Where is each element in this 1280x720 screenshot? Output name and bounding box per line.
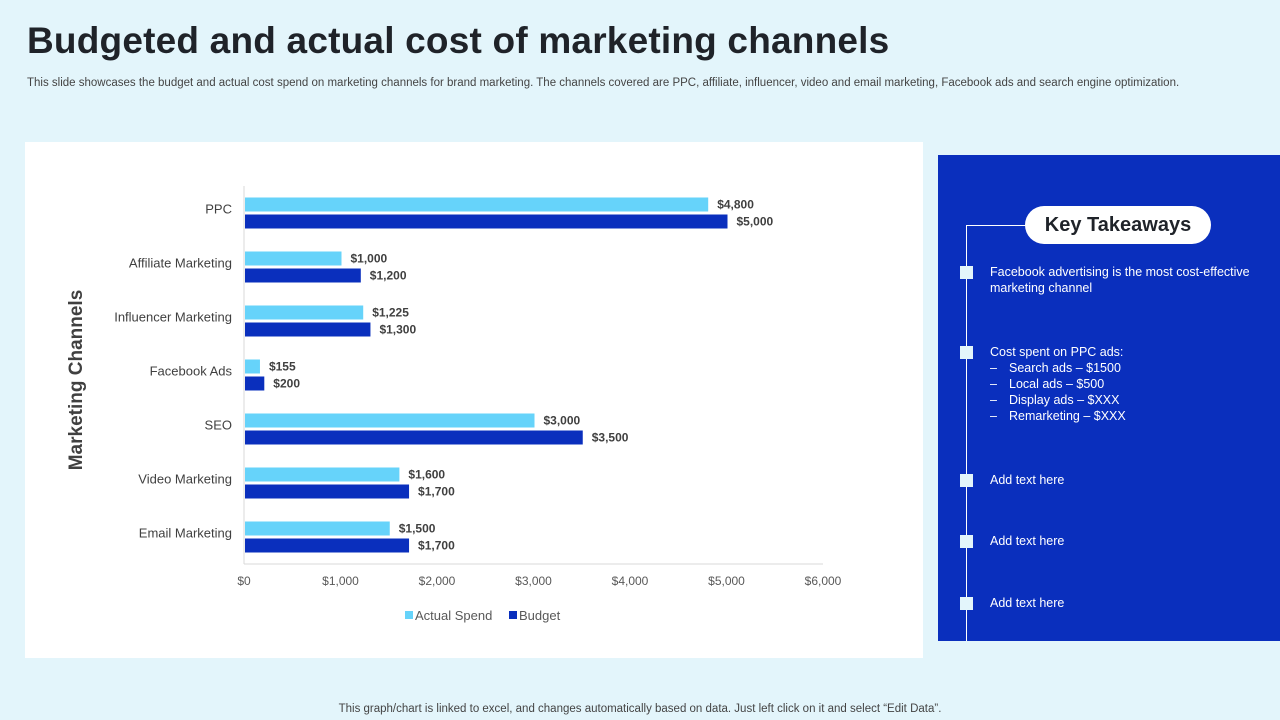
- bar-chart[interactable]: PPC $4,800 $5,000 Affiliate Marketing $1,000…: [25, 142, 923, 658]
- data-label: $200: [273, 377, 300, 391]
- category-label: Affiliate Marketing: [129, 256, 232, 271]
- square-bullet-icon: [960, 266, 973, 279]
- budget-bar[interactable]: [245, 430, 583, 445]
- data-label: $1,300: [379, 323, 416, 337]
- data-label: $1,225: [372, 306, 409, 320]
- data-label: $1,700: [418, 485, 455, 499]
- actual-spend-bar[interactable]: [245, 467, 400, 482]
- budget-bar[interactable]: [245, 322, 371, 337]
- actual-spend-bar[interactable]: [245, 359, 260, 374]
- key-takeaways-heading: Key Takeaways: [1025, 206, 1211, 244]
- data-label: $1,600: [408, 468, 445, 482]
- actual-spend-bar[interactable]: [245, 197, 709, 212]
- data-label: $1,200: [370, 269, 407, 283]
- legend-swatch-actual: [405, 611, 413, 619]
- category-label: PPC: [205, 202, 232, 217]
- actual-spend-bar[interactable]: [245, 521, 390, 536]
- square-bullet-icon: [960, 535, 973, 548]
- square-bullet-icon: [960, 597, 973, 610]
- budget-bar[interactable]: [245, 214, 728, 229]
- x-tick-label: $2,000: [419, 574, 456, 588]
- budget-bar[interactable]: [245, 484, 410, 499]
- actual-spend-bar[interactable]: [245, 305, 364, 320]
- x-tick-label: $6,000: [805, 574, 842, 588]
- budget-bar[interactable]: [245, 538, 410, 553]
- data-label: $3,000: [544, 414, 581, 428]
- category-label: Video Marketing: [138, 472, 232, 487]
- timeline-line: [966, 225, 967, 641]
- data-label: $155: [269, 360, 296, 374]
- legend-label: Actual Spend: [415, 608, 492, 623]
- y-axis-title: Marketing Channels: [66, 290, 87, 471]
- takeaway-text: Add text here: [990, 596, 1065, 610]
- key-takeaways-panel: Key Takeaways Facebook advertising is th…: [938, 155, 1280, 641]
- x-tick-label: $0: [237, 574, 251, 588]
- data-label: $3,500: [592, 431, 629, 445]
- budget-bar[interactable]: [245, 268, 361, 283]
- legend-label: Budget: [519, 608, 561, 623]
- square-bullet-icon: [960, 474, 973, 487]
- budget-bar[interactable]: [245, 376, 265, 391]
- page-title: Budgeted and actual cost of marketing ch…: [27, 20, 890, 61]
- data-label: $4,800: [717, 198, 754, 212]
- x-tick-label: $5,000: [708, 574, 745, 588]
- data-label: $1,000: [351, 252, 388, 266]
- data-label: $1,500: [399, 522, 436, 536]
- chart-card[interactable]: PPC $4,800 $5,000 Affiliate Marketing $1,000…: [25, 142, 923, 658]
- footer-note: This graph/chart is linked to excel, and…: [338, 703, 942, 715]
- takeaway-subheading: Cost spent on PPC ads:: [990, 345, 1124, 359]
- takeaway-subitem: – Local ads – $500: [990, 377, 1105, 391]
- x-tick-label: $3,000: [515, 574, 552, 588]
- page-subtitle: This slide showcases the budget and actu…: [27, 77, 1180, 89]
- category-label: Facebook Ads: [150, 364, 233, 379]
- takeaway-subitem: – Display ads – $XXX: [990, 393, 1120, 407]
- takeaway-text: Cost spent on PPC ads: – Search ads – $15…: [990, 344, 1250, 424]
- legend-swatch-budget: [509, 611, 517, 619]
- takeaway-subitem: – Remarketing – $XXX: [990, 409, 1126, 423]
- category-label: Email Marketing: [139, 526, 232, 541]
- data-label: $1,700: [418, 539, 455, 553]
- data-label: $5,000: [737, 215, 774, 229]
- category-label: Influencer Marketing: [114, 310, 232, 325]
- square-bullet-icon: [960, 346, 973, 359]
- category-label: SEO: [205, 418, 232, 433]
- takeaway-text: Facebook advertising is the most cost-ef…: [990, 265, 1250, 295]
- actual-spend-bar[interactable]: [245, 413, 535, 428]
- x-tick-label: $1,000: [322, 574, 359, 588]
- x-tick-label: $4,000: [612, 574, 649, 588]
- takeaway-text: Add text here: [990, 534, 1065, 548]
- timeline-connector: [966, 225, 1026, 226]
- takeaway-subitem: – Search ads – $1500: [990, 361, 1121, 375]
- actual-spend-bar[interactable]: [245, 251, 342, 266]
- takeaway-text: Add text here: [990, 473, 1065, 487]
